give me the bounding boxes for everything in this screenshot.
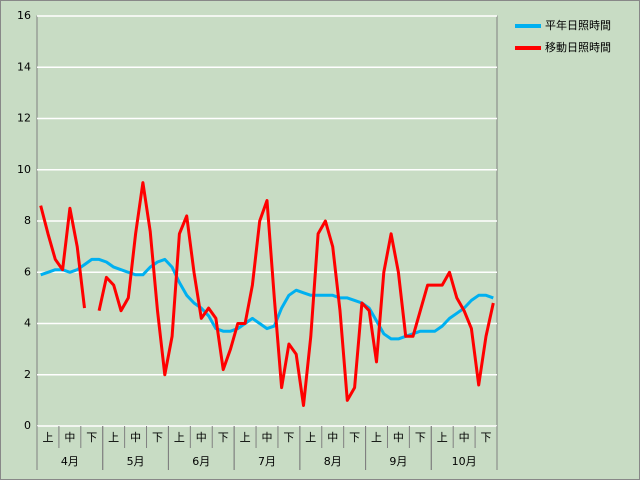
x-tick-label: 中 [393,431,404,444]
y-tick-label: 10 [17,163,31,176]
x-tick-label: 中 [196,431,207,444]
x-group-label: 7月 [258,455,276,468]
x-tick-label: 下 [152,431,163,444]
x-tick-label: 上 [371,431,382,444]
series-line [40,257,494,341]
x-group-label: 6月 [192,455,210,468]
y-tick-label: 6 [24,265,31,278]
x-tick-label: 上 [174,431,185,444]
x-tick-label: 上 [305,431,316,444]
legend-label: 平年日照時間 [545,18,611,32]
x-tick-label: 下 [415,431,426,444]
x-group-label: 8月 [324,455,342,468]
x-tick-label: 中 [459,431,470,444]
x-tick-label: 下 [283,431,294,444]
x-tick-label: 下 [349,431,360,444]
y-tick-label: 8 [24,214,31,227]
x-tick-label: 下 [218,431,229,444]
x-group-label: 5月 [127,455,145,468]
x-tick-label: 中 [327,431,338,444]
x-group-label: 10月 [452,455,477,468]
x-tick-label: 中 [130,431,141,444]
legend-label: 移動日照時間 [545,40,611,54]
y-tick-label: 12 [17,112,31,125]
x-tick-label: 中 [262,431,273,444]
x-tick-label: 下 [86,431,97,444]
x-tick-label: 上 [108,431,119,444]
x-group-label: 4月 [61,455,79,468]
x-tick-label: 上 [437,431,448,444]
series-line [39,181,495,407]
y-tick-label: 2 [24,368,31,381]
y-tick-label: 16 [17,9,31,22]
x-tick-label: 下 [481,431,492,444]
x-group-label: 9月 [389,455,407,468]
x-tick-label: 上 [240,431,251,444]
y-tick-label: 4 [24,317,31,330]
y-tick-label: 14 [17,60,31,73]
x-tick-label: 中 [64,431,75,444]
y-tick-label: 0 [24,419,31,432]
x-tick-label: 上 [42,431,53,444]
